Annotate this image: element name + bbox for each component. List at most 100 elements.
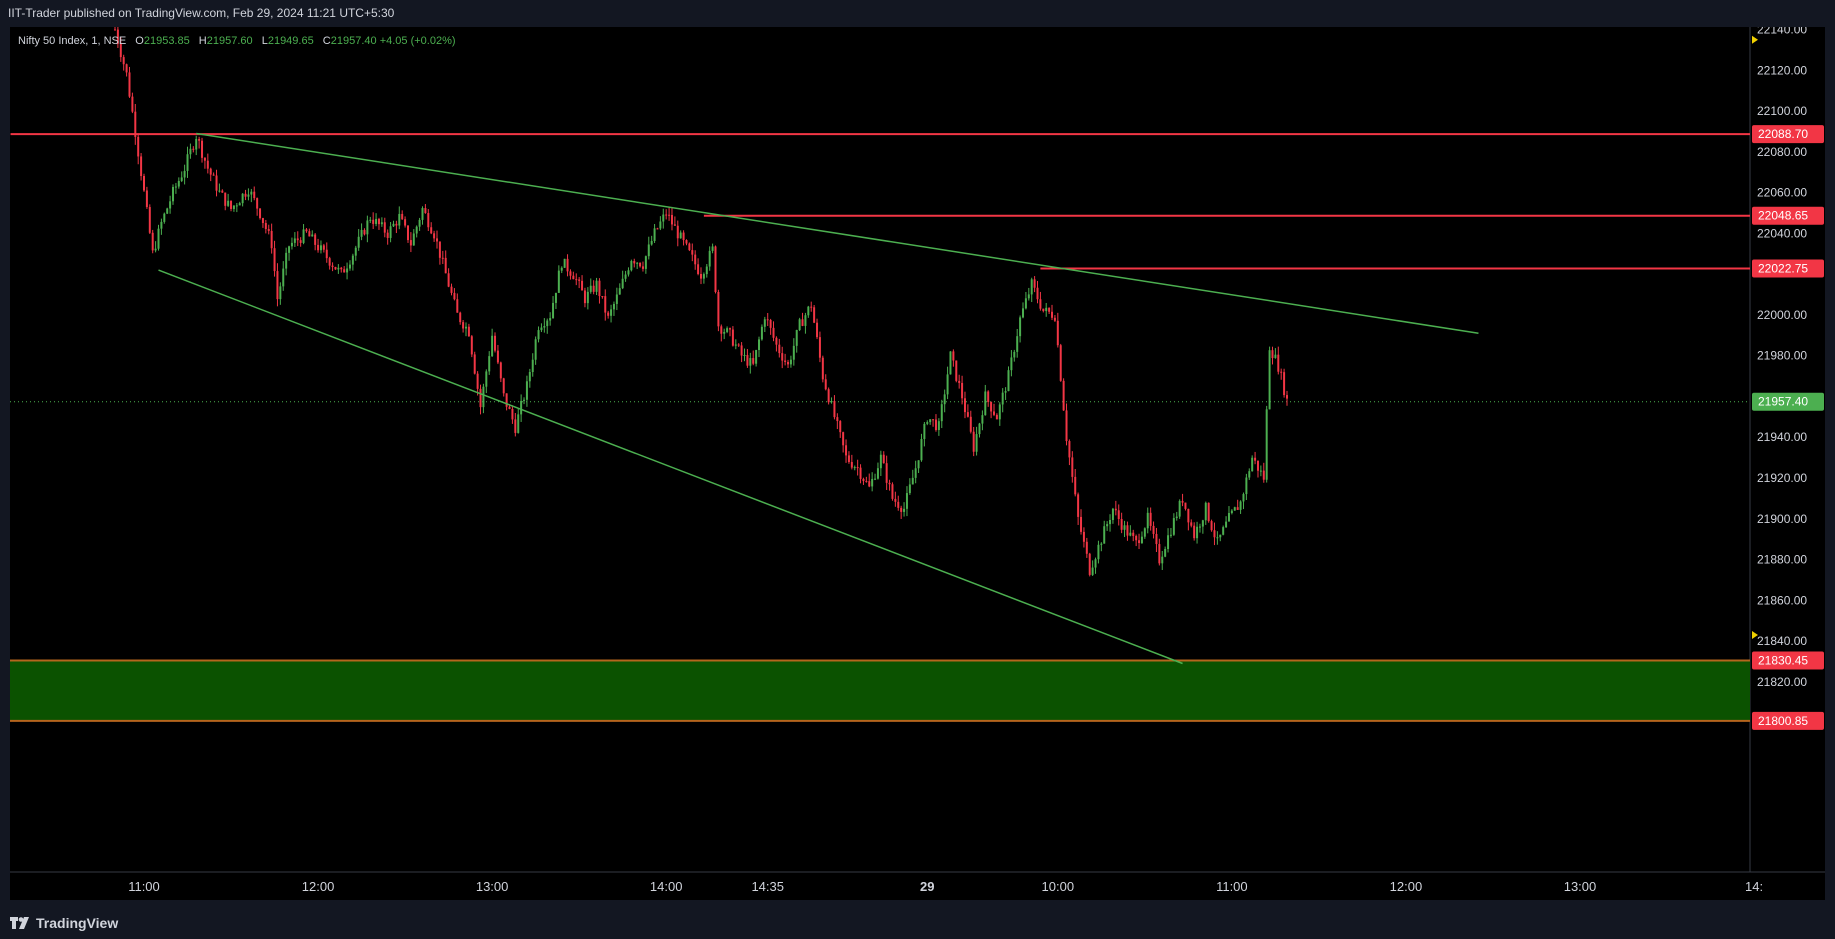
candle-body (1065, 410, 1068, 442)
candle (926, 420, 929, 426)
trendline[interactable] (196, 132, 1479, 334)
candle (1088, 552, 1091, 577)
candle-body (1242, 494, 1245, 502)
candle (769, 318, 772, 335)
candle-body (972, 431, 975, 452)
candle (264, 219, 267, 234)
candle (705, 264, 708, 278)
candle-body (769, 319, 772, 328)
candle (456, 293, 459, 313)
trendline[interactable] (158, 269, 1183, 665)
candle-body (1225, 521, 1228, 528)
candle (151, 229, 154, 254)
candle (975, 426, 978, 456)
candle (1161, 550, 1164, 570)
candle (1030, 277, 1033, 303)
candle-body (998, 404, 1001, 420)
candle (1181, 493, 1184, 507)
candle-body (694, 254, 697, 265)
candle (691, 243, 694, 262)
candle (430, 222, 433, 235)
price-tick-label: 21940.00 (1757, 430, 1807, 444)
candle-body (830, 401, 833, 403)
time-axis-panel[interactable] (10, 872, 1825, 900)
candle (969, 410, 972, 434)
candle-body (1138, 540, 1141, 544)
candle-body (1213, 530, 1216, 538)
candle-body (1082, 531, 1085, 542)
candle-body (758, 339, 761, 351)
price-tick-label: 22000.00 (1757, 308, 1807, 322)
candle-body (1152, 525, 1155, 534)
candle-body (676, 225, 679, 239)
candle-body (453, 292, 456, 300)
candle-body (688, 243, 691, 251)
candle (1042, 308, 1045, 313)
candle (1225, 516, 1228, 529)
candle-body (401, 213, 404, 220)
candle-body (549, 318, 552, 321)
candle-body (131, 96, 134, 112)
candle (436, 230, 439, 249)
candle-body (1283, 372, 1286, 396)
candle-body (317, 244, 320, 251)
candle (195, 135, 198, 156)
candle (1216, 531, 1219, 545)
candle (775, 336, 778, 352)
candle-body (372, 219, 375, 224)
candle (1022, 302, 1025, 319)
price-axis-panel[interactable] (1750, 27, 1825, 872)
candle-body (1210, 521, 1213, 531)
candle (1193, 522, 1196, 541)
candle-body (1004, 391, 1007, 393)
candle (502, 377, 505, 397)
candle (299, 237, 302, 247)
candle-body (740, 345, 743, 356)
candle-body (644, 256, 647, 269)
candle-body (1172, 518, 1175, 535)
candle-body (1140, 536, 1143, 544)
candle (592, 280, 595, 295)
candle (575, 273, 578, 286)
price-chart[interactable]: 22140.00 22120.00 22100.00 22080.00 22060.00… (0, 27, 1835, 907)
candle (610, 304, 613, 323)
candle (816, 318, 819, 340)
candle (552, 296, 555, 319)
candle-body (1120, 519, 1123, 530)
candle (659, 216, 662, 231)
candle-body (505, 393, 508, 407)
candle-body (290, 242, 293, 247)
candle-body (717, 291, 720, 327)
candle (807, 305, 810, 318)
candle (833, 395, 836, 420)
candle-body (961, 382, 964, 399)
time-tick-label: 13:00 (1564, 879, 1597, 894)
candle (145, 186, 148, 209)
candle (1007, 366, 1010, 392)
candle (282, 261, 285, 291)
candle (990, 401, 993, 419)
candle (966, 404, 969, 418)
candle-body (897, 501, 900, 508)
candle-body (554, 292, 557, 303)
candle-body (1158, 544, 1161, 564)
candle-body (363, 229, 366, 235)
candle-body (169, 201, 172, 209)
candle-body (1161, 556, 1164, 564)
candle-body (636, 262, 639, 264)
candle (314, 233, 317, 251)
candle (729, 327, 732, 337)
open-value: 21953.85 (143, 35, 190, 47)
candle-body (1230, 510, 1233, 514)
zone-bottom-price-tag: 21800.85 (1758, 714, 1808, 728)
candle-body (351, 255, 354, 265)
candle (1135, 534, 1138, 547)
candle-body (894, 498, 897, 502)
candle-body (398, 213, 401, 226)
candle-body (1164, 549, 1167, 557)
candle (557, 265, 560, 293)
candle (830, 397, 833, 404)
candle-body (853, 467, 856, 469)
candle (1106, 521, 1109, 531)
candle-body (699, 273, 702, 279)
